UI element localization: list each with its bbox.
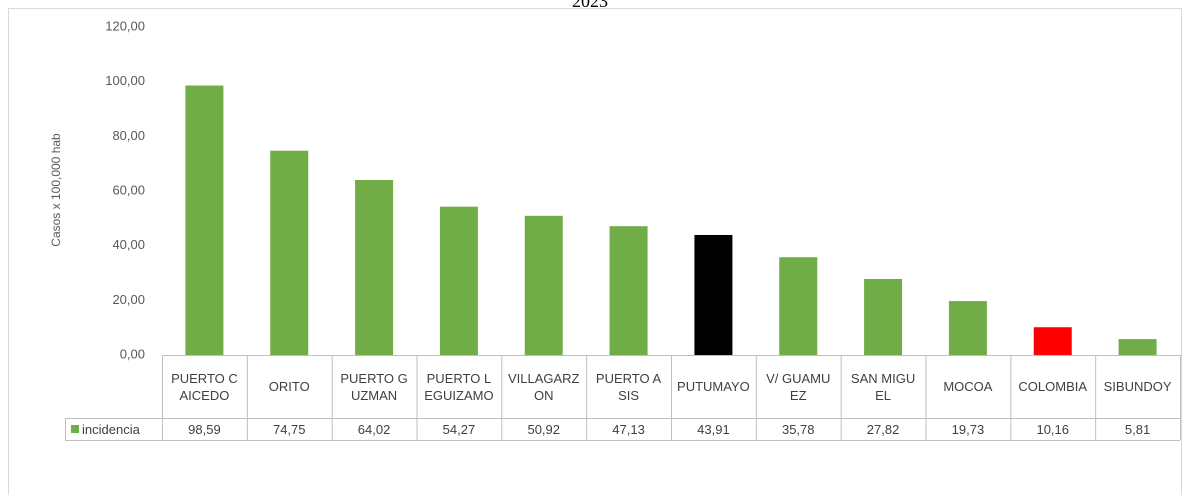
bar (694, 234, 733, 355)
bar (439, 206, 478, 355)
x-tick-label: ORITO (268, 379, 310, 394)
y-tick-label: 100,00 (105, 73, 145, 88)
bar (355, 180, 394, 355)
bar (948, 301, 987, 355)
x-tick-label: PUERTO CAICEDO (171, 370, 238, 403)
x-tick-label: SIBUNDOY (1103, 379, 1172, 394)
data-table-value: 35,78 (781, 421, 815, 437)
data-table-value: 19,73 (951, 421, 985, 437)
chart-title: 2023 (572, 0, 608, 11)
x-tick-label: VILLAGARZON (507, 370, 580, 403)
x-tick-label: PUTUMAYO (677, 379, 750, 394)
y-tick-label: 80,00 (112, 128, 145, 143)
data-table-value: 10,16 (1036, 421, 1070, 437)
chart-frame (8, 8, 1182, 495)
bar (1033, 327, 1072, 355)
bar (270, 150, 309, 355)
legend-key (71, 425, 79, 433)
data-table-value: 43,91 (697, 421, 730, 437)
legend-label: incidencia (82, 421, 140, 437)
x-tick-label: V/ GUAMUEZ (766, 370, 831, 403)
y-tick-label: 0,00 (120, 346, 145, 361)
bar (864, 278, 903, 355)
x-tick-label: PUERTO ASIS (595, 370, 662, 403)
data-table-value: 27,82 (866, 421, 900, 437)
y-tick-label: 120,00 (105, 18, 145, 33)
bar (185, 85, 224, 356)
data-table-value: 50,92 (527, 421, 561, 437)
data-table-value: 64,02 (357, 421, 391, 437)
y-tick-label: 40,00 (112, 237, 145, 252)
x-tick-label: SAN MIGUEL (850, 370, 916, 403)
y-tick-label: 60,00 (112, 182, 145, 197)
x-tick-label: MOCOA (943, 379, 993, 394)
x-tick-label: COLOMBIA (1018, 379, 1088, 394)
data-table-value: 54,27 (442, 421, 476, 437)
bar (609, 226, 648, 355)
bar (1118, 339, 1157, 355)
y-axis-label: Casos x 100,000 hab (49, 133, 63, 247)
data-table-value: 5,81 (1124, 421, 1151, 437)
x-tick-label: PUERTO LEGUIZAMO (424, 370, 494, 403)
data-table-value: 74,75 (272, 421, 306, 437)
data-table-value: 47,13 (612, 421, 645, 437)
y-tick-label: 20,00 (112, 292, 145, 307)
data-table-value: 98,59 (188, 421, 221, 437)
x-tick-label: PUERTO GUZMAN (340, 370, 408, 403)
bar (779, 257, 818, 355)
bar (524, 215, 563, 355)
